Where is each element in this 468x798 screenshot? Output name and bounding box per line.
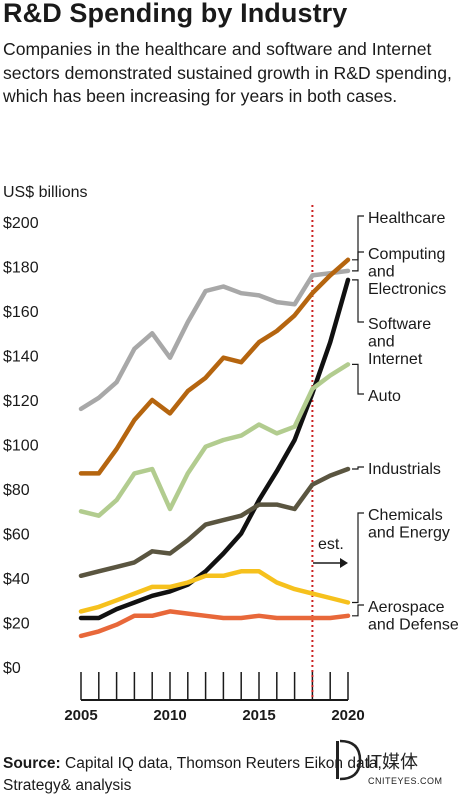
x-tick-label: 2020 — [331, 707, 364, 724]
logo-text: IT媒体 — [366, 752, 418, 772]
x-tick-label: 2015 — [242, 707, 275, 724]
series-label: and — [368, 334, 395, 351]
estimate-arrow-head — [340, 558, 348, 568]
label-connector — [352, 279, 364, 323]
series-labels: HealthcareComputingandElectronicsSoftwar… — [352, 210, 459, 634]
series-line-chemicals-and-energy — [78, 569, 351, 614]
label-connector — [352, 512, 364, 604]
y-tick-label: $20 — [3, 616, 30, 633]
series-line-auto — [78, 362, 351, 518]
series-label: and Energy — [368, 525, 450, 542]
y-tick-label: $60 — [3, 527, 30, 544]
source-note: Source: Capital IQ data, Thomson Reuters… — [3, 753, 423, 797]
y-tick-label: $80 — [3, 482, 30, 499]
y-tick-label: $40 — [3, 571, 30, 588]
series-label: Auto — [368, 388, 401, 405]
line-chart: US$ billions $0$20$40$60$80$100$120$140$… — [3, 184, 459, 724]
y-tick-label: $100 — [3, 438, 39, 455]
y-axis-label: US$ billions — [3, 184, 87, 201]
label-connector — [352, 215, 364, 272]
series-label: Industrials — [368, 461, 441, 478]
series-line-computing-and-electronics — [78, 257, 351, 476]
x-tick-label: 2005 — [64, 707, 97, 724]
series-lines — [78, 257, 351, 639]
y-tick-label: $200 — [3, 215, 39, 232]
series-line-healthcare — [78, 268, 351, 412]
page-title: R&D Spending by Industry — [3, 0, 348, 28]
series-line-aerospace-and-defense — [78, 609, 351, 639]
series-line-industrials — [78, 466, 351, 579]
series-label: Healthcare — [368, 210, 445, 227]
y-tick-label: $160 — [3, 304, 39, 321]
y-tick-label: $120 — [3, 393, 39, 410]
x-axis: 2005 2010 2015 2020 — [64, 672, 365, 724]
y-tick-label: $180 — [3, 260, 39, 277]
label-connector — [352, 604, 364, 617]
label-connector — [352, 363, 364, 395]
subtitle: Companies in the healthcare and software… — [3, 39, 452, 106]
series-line-software-and-internet — [78, 277, 351, 621]
x-tick-label: 2010 — [153, 707, 186, 724]
series-label: Software — [368, 316, 431, 333]
series-label: Chemicals — [368, 507, 443, 524]
watermark-logo: IT媒体 CNITEYES.COM — [336, 739, 443, 786]
source-label: Source: — [3, 755, 61, 772]
series-label: Computing — [368, 246, 445, 263]
label-connector — [352, 251, 364, 261]
series-label: and Defense — [368, 617, 459, 634]
estimate-label: est. — [318, 536, 344, 553]
series-label: Aerospace — [368, 599, 445, 616]
series-label: Electronics — [368, 281, 446, 298]
logo-subtext: CNITEYES.COM — [368, 776, 443, 786]
source-text: Capital IQ data, Thomson Reuters Eikon d… — [3, 755, 382, 794]
y-tick-label: $140 — [3, 349, 39, 366]
estimate-annotation: est. — [313, 536, 348, 568]
series-label: and — [368, 264, 395, 281]
y-tick-label: $0 — [3, 660, 21, 677]
series-label: Internet — [368, 351, 423, 368]
label-connector — [352, 466, 364, 470]
y-axis-ticks: $0 $20 $40 $60 $80 $100 $120 $140 $160 $180 $200 — [3, 215, 39, 677]
